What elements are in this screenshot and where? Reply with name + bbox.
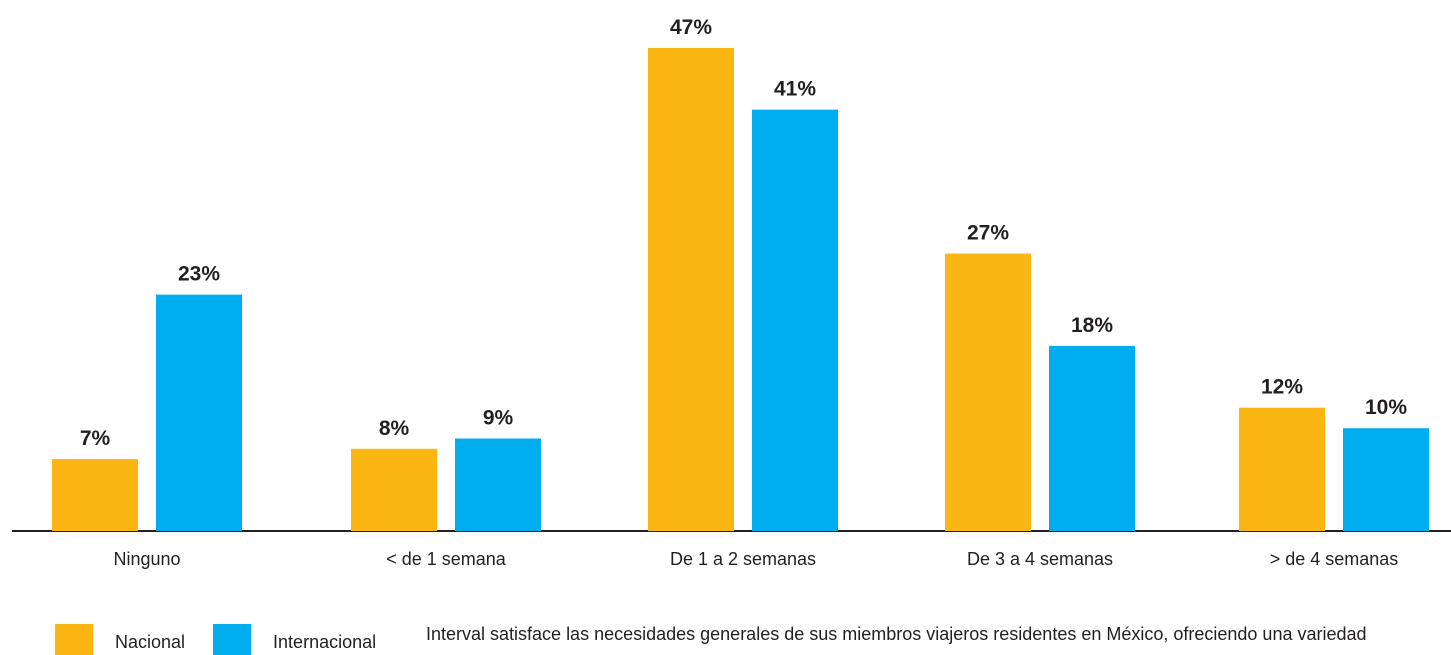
bar-chart: 7% 23% Ninguno 8% 9% < de 1 semana 47% 41% De 1 …: [12, 16, 1451, 569]
bar-internacional-de-3-a-4-semanas: [1049, 346, 1135, 531]
data-label-nacional-de-1-semana: 8%: [379, 417, 410, 440]
data-label-internacional-de-3-a-4-semanas: 18%: [1071, 314, 1113, 337]
bar-internacional-de-1-semana: [455, 438, 541, 531]
footnote-text: Interval satisface las necesidades gener…: [426, 624, 1367, 644]
legend-item-nacional: Nacional: [55, 624, 185, 655]
data-label-nacional-ninguno: 7%: [80, 427, 111, 450]
legend-label-internacional: Internacional: [273, 632, 377, 652]
bar-nacional-ninguno: [52, 459, 138, 531]
x-tick-label-de-1-a-2-semanas: De 1 a 2 semanas: [670, 549, 816, 569]
x-tick-label-de-3-a-4-semanas: De 3 a 4 semanas: [967, 549, 1113, 569]
bar-nacional-de-3-a-4-semanas: [945, 253, 1031, 531]
bar-internacional-de-4-semanas: [1343, 428, 1429, 531]
legend-item-internacional: Internacional: [213, 624, 376, 655]
legend-swatch-nacional: [55, 624, 93, 655]
bar-internacional-de-1-a-2-semanas: [752, 109, 838, 531]
data-label-internacional-de-1-semana: 9%: [483, 407, 514, 430]
x-tick-label-de-1-semana: < de 1 semana: [386, 549, 507, 569]
legend-swatch-internacional: [213, 624, 252, 655]
x-tick-label-de-4-semanas: > de 4 semanas: [1270, 549, 1399, 569]
bar-nacional-de-4-semanas: [1239, 407, 1325, 531]
data-label-internacional-de-1-a-2-semanas: 41%: [774, 78, 816, 101]
bar-nacional-de-1-semana: [351, 448, 437, 531]
legend: Nacional Internacional: [55, 624, 404, 655]
x-tick-label-ninguno: Ninguno: [113, 549, 180, 569]
bar-nacional-de-1-a-2-semanas: [648, 48, 734, 531]
data-label-nacional-de-4-semanas: 12%: [1261, 376, 1303, 399]
legend-label-nacional: Nacional: [115, 632, 186, 652]
bar-internacional-ninguno: [156, 294, 242, 531]
data-label-internacional-ninguno: 23%: [178, 263, 220, 286]
data-label-nacional-de-1-a-2-semanas: 47%: [670, 16, 712, 39]
data-label-nacional-de-3-a-4-semanas: 27%: [967, 222, 1009, 245]
data-label-internacional-de-4-semanas: 10%: [1365, 396, 1407, 419]
